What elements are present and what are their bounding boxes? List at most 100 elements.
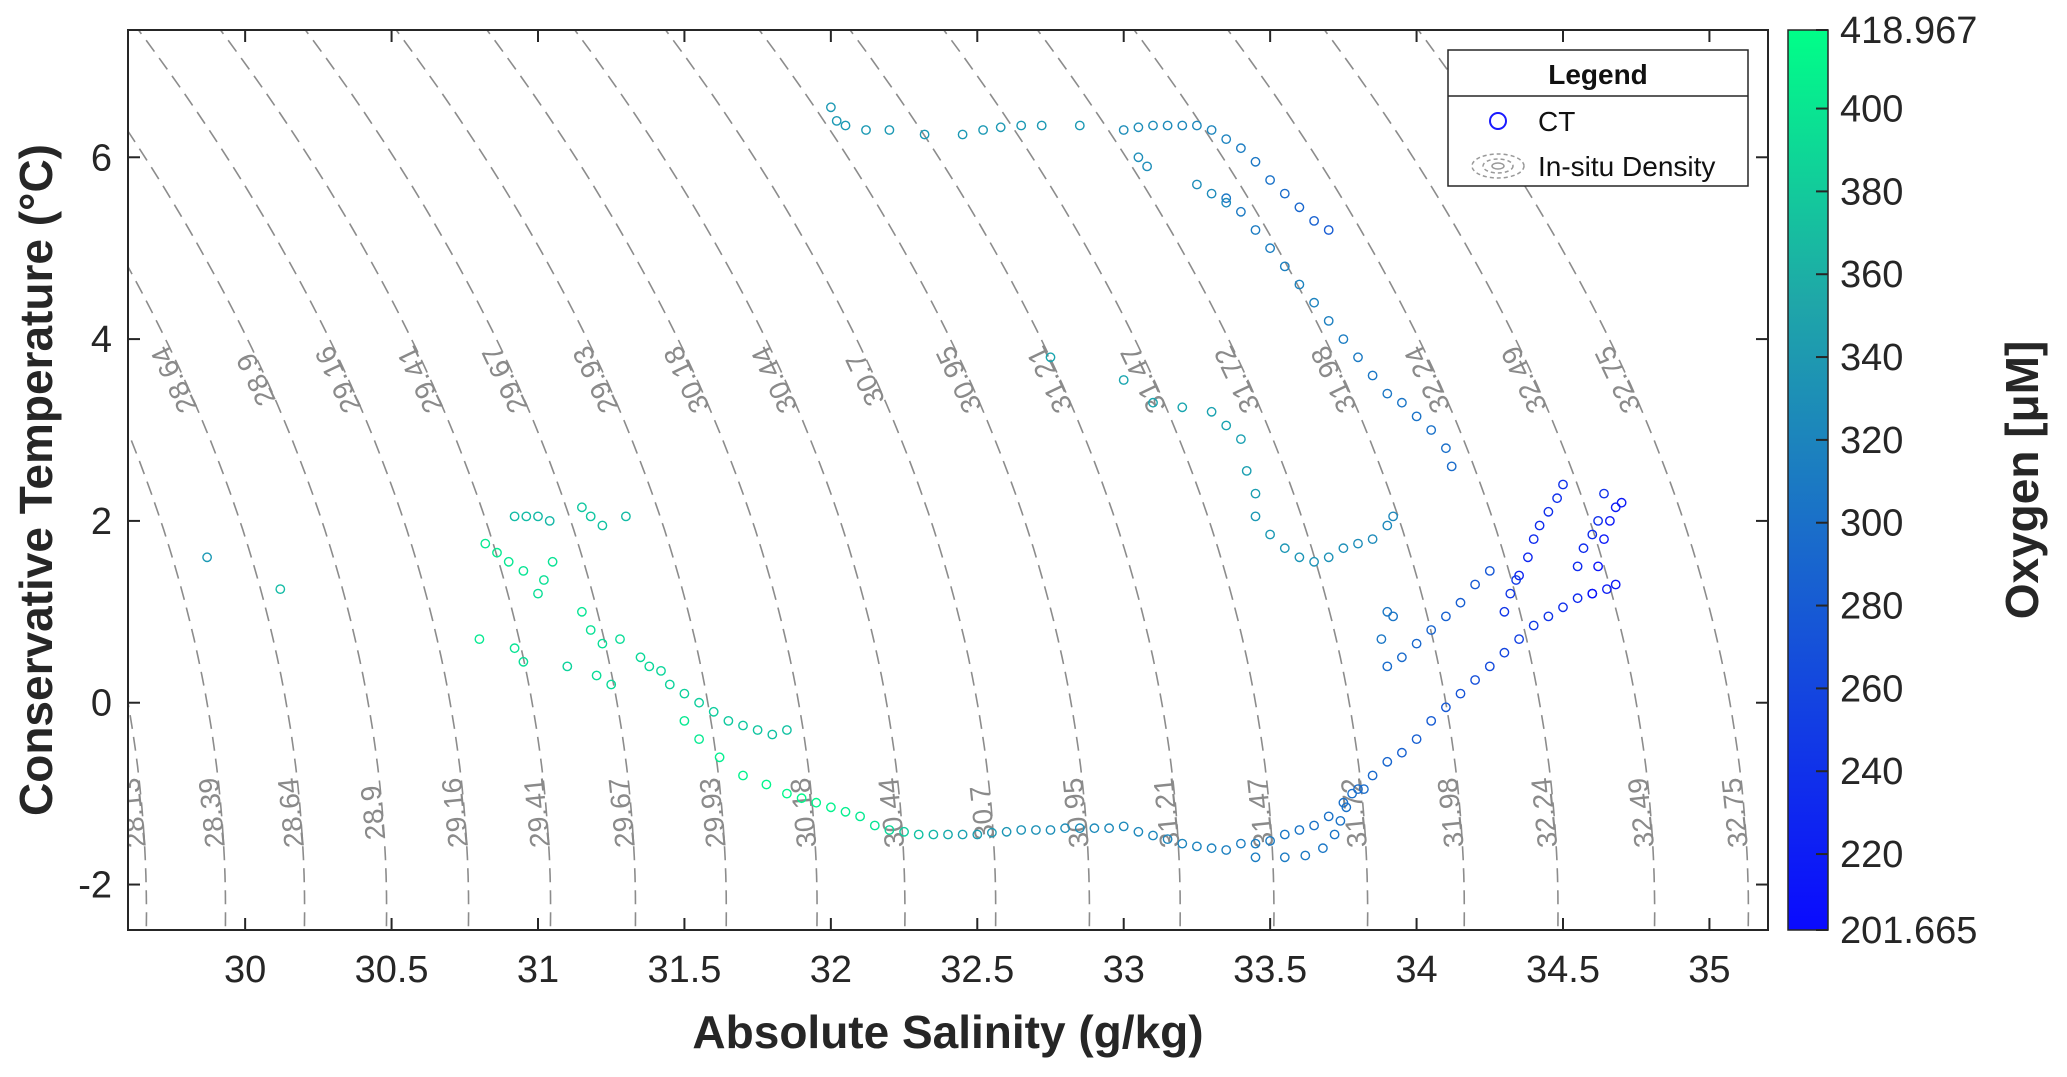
ct-point [1148,120,1158,131]
ct-point [1323,225,1334,235]
isopycnal-label: 30.18 [784,776,822,849]
y-tick-label: 0 [91,683,112,725]
ct-point [1294,279,1305,290]
ct-point [1265,529,1276,540]
colorbar-tick-label: 340 [1840,337,1903,379]
isopycnal-label: 30.44 [872,776,910,849]
ct-point [1353,538,1363,549]
ct-point [919,129,930,140]
isopycnal-line [128,698,148,930]
ct-point [826,802,836,813]
ct-point [1359,784,1369,794]
ct-point [1236,206,1246,217]
isopycnal-label: 29.67 [603,776,641,849]
ct-point [1587,529,1598,540]
isopycnal-line [573,30,906,930]
x-tick-label: 34.5 [1526,949,1600,991]
ct-point [474,634,485,644]
ct-point [635,652,646,663]
ct-point [644,661,655,672]
ct-point [1045,825,1056,835]
ct-point [1118,821,1129,832]
x-tick-label: 35 [1688,949,1730,991]
ct-point [1587,588,1598,599]
ct-point [767,729,778,740]
ct-point [1602,584,1612,594]
ct-point [1323,811,1334,822]
ct-point [1335,816,1346,826]
ct-point [1265,175,1276,185]
ct-point [656,666,666,676]
ct-point [1279,829,1290,840]
ct-point [492,547,502,558]
ct-point [1118,375,1129,385]
ct-point [913,829,924,840]
isopycnal-line [128,265,306,930]
ct-point [957,829,968,840]
ct-point [1470,579,1481,590]
isopycnal-line [395,30,728,930]
isopycnal-line [664,30,997,930]
ct-point [1294,202,1305,213]
legend-density-label: In-situ Density [1538,151,1715,182]
ct-point [1441,702,1451,713]
isopycnal-line [942,30,1275,930]
ct-point [1250,225,1261,235]
ct-point [1572,561,1583,572]
isopycnal-line [304,30,637,930]
ct-point [1470,675,1481,685]
x-tick-label: 33 [1103,949,1145,991]
ct-point [1036,120,1047,131]
ct-point [1192,120,1202,131]
ct-point [518,656,529,667]
ct-point [1426,625,1437,635]
ct-point [1558,602,1568,613]
ct-point [761,779,772,790]
isopycnal-label: 28.13 [114,776,152,849]
ct-point [1206,125,1217,135]
ct-point [480,538,491,549]
ct-point [1528,620,1539,631]
ct-point [1221,197,1232,208]
ct-point [1265,243,1276,254]
ct-point [1411,734,1422,744]
ct-point [533,511,543,522]
isopycnal-line [1323,30,1656,930]
isopycnal-line [758,30,1091,930]
ct-point [1118,125,1129,135]
ct-point [1133,826,1144,837]
ct-point [1455,597,1466,608]
ct-point [1177,120,1188,131]
x-tick-label: 30.5 [355,949,429,991]
ct-point [826,102,836,113]
x-tick-label: 32.5 [940,949,1014,991]
plot-frame [127,29,1769,931]
ct-point [518,566,529,576]
ct-point [1250,511,1261,522]
ct-point [1236,838,1246,849]
ct-point [1441,611,1451,622]
isopycnal-label: 32.24 [1525,776,1563,849]
ct-point [1031,825,1041,835]
ct-point [1250,838,1261,849]
ct-point [1142,161,1153,172]
ct-point [1411,411,1422,422]
ct-point [1192,841,1202,852]
ct-point [714,752,725,763]
ct-point [1318,843,1328,854]
ct-point [1206,188,1217,199]
y-tick-label: 4 [91,319,112,361]
ct-point [1338,334,1349,344]
ct-point [1060,823,1071,834]
ct-point [1162,834,1173,844]
ct-point [202,552,213,563]
ct-point [1104,823,1115,834]
ct-point [606,679,617,690]
ct-point [1221,420,1232,431]
ct-point [1441,443,1451,454]
ct-point [840,120,851,131]
ct-point [1329,829,1340,840]
ct-point [1534,520,1545,531]
isopycnal-line [849,30,1182,930]
ct-point [1177,838,1188,849]
